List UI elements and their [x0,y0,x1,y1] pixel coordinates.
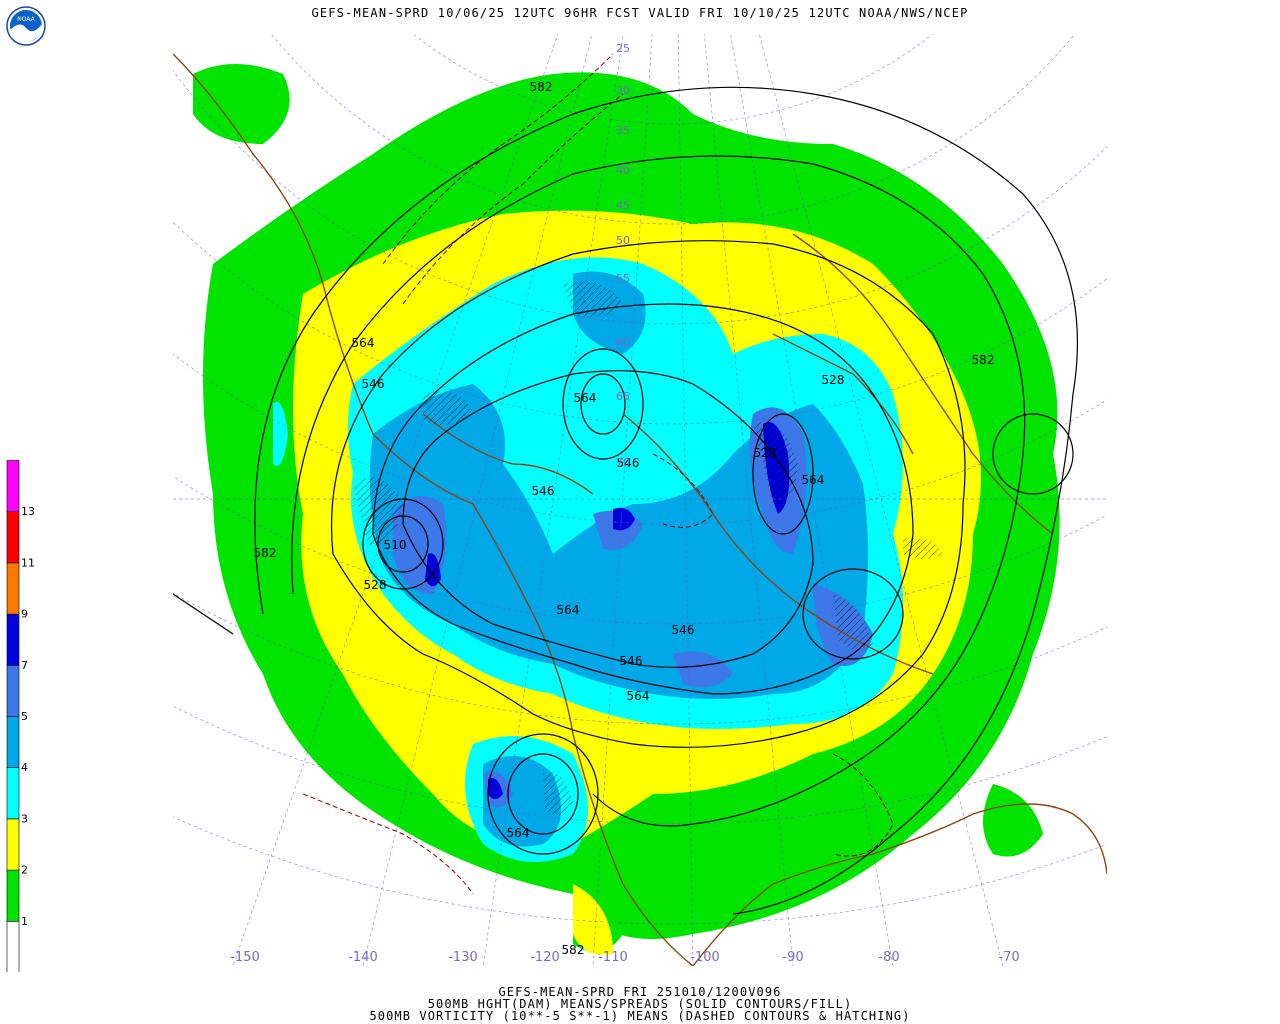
legend-color-box [6,920,20,972]
latitude-label: 45 [616,199,630,212]
latitude-labels: 25 30 35 40 45 50 55 60 65 70 [616,42,630,469]
latlon-grid [173,34,1107,966]
legend-color-box [6,511,20,564]
legend-label: 7 [21,659,28,672]
contour-label: 528 [822,373,845,387]
contour-label: 564 [507,826,530,840]
contour-label: 564 [574,391,597,405]
footer-line-2: 500MB HGHT(DAM) MEANS/SPREADS (SOLID CON… [427,997,853,1011]
longitude-label: -100 [690,950,720,965]
contour-label: 582 [254,546,277,560]
footer: GEFS-MEAN-SPRD FRI 251010/1200V096 500MB… [0,986,1280,1022]
legend-color-box [6,665,20,717]
legend-label: 5 [21,710,28,723]
legend-color-box [6,767,20,820]
contour-label: 546 [617,456,640,470]
contour-label: 564 [627,689,650,703]
contour-label: 546 [672,623,695,637]
color-legend: 1 2 3 4 5 7 9 11 13 [6,460,35,972]
contour-label: 546 [620,654,643,668]
longitude-label: -150 [230,950,260,965]
latitude-label: 35 [616,124,630,137]
latitude-label: 30 [616,84,630,97]
contour-label: 546 [362,377,385,391]
legend-label: 11 [21,556,35,569]
longitude-label: -130 [448,950,478,965]
noaa-logo-icon: NOAA [6,6,46,46]
height-contours [173,86,1078,915]
contour-label: 546 [532,484,555,498]
legend-label: 1 [21,915,28,928]
legend-color-box [6,818,20,871]
svg-text:NOAA: NOAA [17,16,35,23]
longitude-label: -120 [530,950,560,965]
contour-label: 582 [530,80,553,94]
latitude-label: 70 [616,456,630,469]
legend-label: 4 [21,761,28,774]
legend-label: 2 [21,864,28,877]
legend-label: 3 [21,812,28,825]
longitude-labels: -150 -140 -130 -120 -110 -100 -90 -80 -70 [230,950,1019,965]
contour-label: 528 [754,446,777,460]
forecast-map: 582 564 546 582 546 564 546 528 510 528 564 546 564 5… [173,34,1107,966]
contour-label: 582 [562,943,585,957]
contour-labels: 582 564 546 582 546 564 546 528 510 528 564 546 564 5… [254,80,995,957]
contour-label: 528 [364,578,387,592]
contour-label: 564 [557,603,580,617]
legend-color-box [6,460,20,513]
contour-label: 582 [972,353,995,367]
map-canvas: 582 564 546 582 546 564 546 528 510 528 564 546 564 5… [173,34,1107,966]
footer-line-3: 500MB VORTICITY (10**-5 S**-1) MEANS (DA… [369,1009,911,1023]
legend-label: 9 [21,608,28,621]
vorticity-contours [302,53,894,895]
contour-label: 564 [352,336,375,350]
legend-color-box [6,869,20,922]
footer-line-1: GEFS-MEAN-SPRD FRI 251010/1200V096 [498,985,782,999]
legend-color-box [6,613,20,666]
header-title: GEFS-MEAN-SPRD 10/06/25 12UTC 96HR FCST … [311,6,969,20]
longitude-label: -90 [782,950,803,965]
legend-color-box [6,716,20,769]
legend-label: 13 [21,505,35,518]
legend-color-box [6,562,20,615]
latitude-label: 60 [616,336,630,349]
latitude-label: 50 [616,234,630,247]
contour-label: 564 [802,473,825,487]
longitude-label: -110 [598,950,628,965]
longitude-label: -140 [348,950,378,965]
coastlines [173,53,1107,966]
latitude-label: 65 [616,390,630,403]
latitude-label: 40 [616,164,630,177]
contour-label: 510 [384,538,407,552]
latitude-label: 25 [616,42,630,55]
longitude-label: -80 [878,950,899,965]
longitude-label: -70 [998,950,1019,965]
latitude-label: 55 [616,272,630,285]
